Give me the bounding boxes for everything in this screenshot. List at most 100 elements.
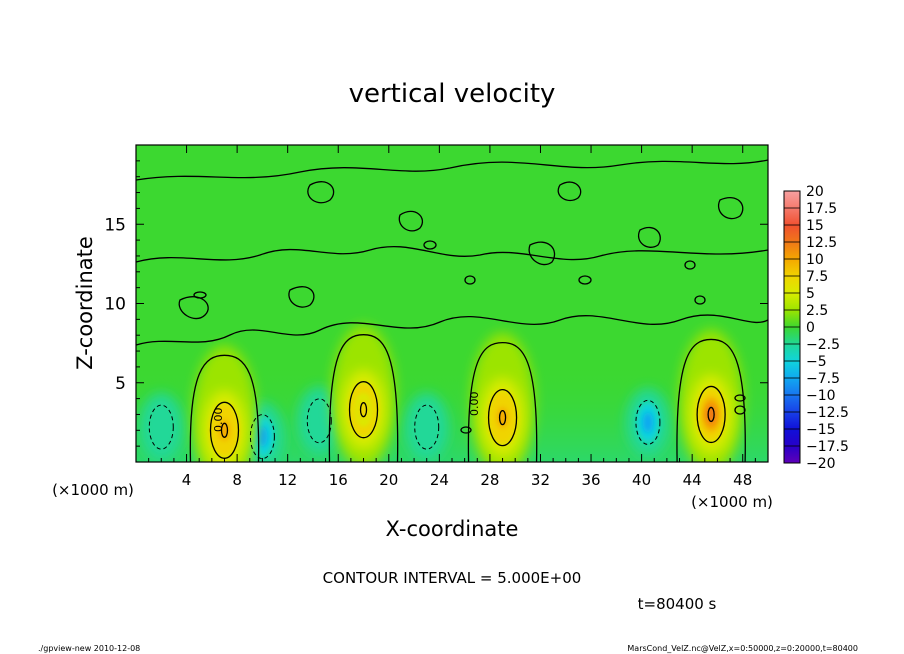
contour-label: 0.00 xyxy=(212,408,225,433)
contour-interval-label: CONTOUR INTERVAL = 5.000E+00 xyxy=(323,569,582,587)
colorbar-segment xyxy=(784,412,800,430)
x-tick-label: 16 xyxy=(329,471,348,489)
downdraft-region xyxy=(625,388,670,457)
y-tick-label: 15 xyxy=(104,215,126,235)
colorbar-segment xyxy=(784,242,800,260)
colorbar-label: −5 xyxy=(806,354,827,370)
updraft-contour-5 xyxy=(696,385,726,444)
time-label: t=80400 s xyxy=(638,595,717,613)
updraft-contour-10 xyxy=(498,409,507,426)
colorbar-label: −7.5 xyxy=(806,371,840,387)
colorbar-segment xyxy=(784,225,800,243)
x-tick-label: 24 xyxy=(430,471,449,489)
colorbar-segment xyxy=(784,259,800,277)
x-tick-label: 36 xyxy=(581,471,600,489)
colorbar-label: −12.5 xyxy=(806,405,849,421)
colorbar-segment xyxy=(784,361,800,379)
contour-small-loop xyxy=(193,291,207,299)
colorbar-label: 17.5 xyxy=(806,201,837,217)
plot-area xyxy=(136,145,768,462)
x-tick-label: 44 xyxy=(683,471,702,489)
x-tick-label: 4 xyxy=(182,471,192,489)
updraft-contour-5 xyxy=(348,381,379,439)
footer-left: ./gpview-new 2010-12-08 xyxy=(38,644,140,653)
downdraft-contour-neg5 xyxy=(306,398,332,444)
contour-line-low xyxy=(136,314,768,346)
updraft-plume xyxy=(470,332,535,462)
updraft-zero-contour xyxy=(189,354,260,462)
downdraft-contour-neg5 xyxy=(148,404,174,450)
colorbar-segment xyxy=(784,276,800,294)
x-tick-label: 12 xyxy=(278,471,297,489)
x-axis: 4 8 12 16 20 24 28 32 36 40 44 48 xyxy=(148,145,756,489)
contour-small-loop xyxy=(684,260,696,270)
contour-blob xyxy=(557,181,582,202)
contour-small-loop xyxy=(694,295,706,305)
y-axis: 5 10 15 xyxy=(104,160,768,447)
colorbar-label: −10 xyxy=(806,388,836,404)
updraft-contour-10 xyxy=(220,422,229,438)
downdraft-contour-neg5 xyxy=(635,399,661,445)
colorbar-label: −17.5 xyxy=(806,439,849,455)
contour-blob xyxy=(307,181,335,204)
updraft-zero-contour xyxy=(676,338,746,462)
colorbar-label: −15 xyxy=(806,422,836,438)
colorbar-label: 12.5 xyxy=(806,235,837,251)
x-tick-label: 20 xyxy=(379,471,398,489)
colorbar-segment xyxy=(784,429,800,447)
contour-lines xyxy=(136,159,768,434)
updraft-contour-10 xyxy=(707,406,715,423)
colorbar-label: 7.5 xyxy=(806,269,828,285)
updraft-plume xyxy=(331,325,396,462)
contour-line-mid xyxy=(136,245,768,263)
contour-small-loop xyxy=(578,275,592,285)
x-tick-label: 32 xyxy=(531,471,550,489)
updraft-zero-contour xyxy=(467,341,538,462)
contour-small-loop xyxy=(464,275,476,285)
colorbar-segment xyxy=(784,446,800,464)
chart-title: vertical velocity xyxy=(349,79,556,109)
colorbar: 2017.51512.5107.552.50−2.5−5−7.5−10−12.5… xyxy=(783,184,849,472)
colorbar-label: −2.5 xyxy=(806,337,840,353)
colorbar-label: 0 xyxy=(806,320,815,336)
contour-blob xyxy=(528,241,556,266)
downdraft-contour-neg5 xyxy=(249,414,275,460)
colorbar-segment xyxy=(784,293,800,311)
updraft-zero-contour xyxy=(328,334,399,462)
colorbar-segment xyxy=(784,344,800,362)
y-tick-label: 5 xyxy=(115,374,126,394)
colorbar-label: 5 xyxy=(806,286,815,302)
contour-blob xyxy=(398,210,424,232)
updraft-contour-10 xyxy=(359,402,368,418)
contour-blob xyxy=(717,197,744,220)
contour-line-upper xyxy=(136,159,768,181)
updraft-plume xyxy=(192,345,257,462)
contour-blob xyxy=(637,226,661,248)
downdraft-contours xyxy=(148,398,661,460)
x-tick-label: 28 xyxy=(480,471,499,489)
contour-small-loop xyxy=(460,426,472,434)
footer-right: MarsCond_VelZ.nc@VelZ,x=0:50000,z=0:2000… xyxy=(627,644,858,653)
colorbar-segment xyxy=(784,310,800,328)
downdraft-region xyxy=(404,393,449,462)
x-axis-label: X-coordinate xyxy=(386,517,519,541)
colorbar-label: 15 xyxy=(806,218,824,234)
colorbar-segment xyxy=(784,395,800,413)
colorbar-segment xyxy=(784,378,800,396)
contour-blob xyxy=(288,286,315,308)
updraft-contours xyxy=(189,334,746,462)
x-axis-unit: (×1000 m) xyxy=(691,493,773,511)
colorbar-label: 20 xyxy=(806,184,824,200)
contour-small-loop xyxy=(734,394,746,402)
downdraft-contour-neg5 xyxy=(414,404,440,450)
contour-label: 0.00 xyxy=(468,392,481,417)
updraft-layer xyxy=(192,325,744,462)
x-tick-label: 48 xyxy=(733,471,752,489)
colorbar-segment xyxy=(784,191,800,209)
contour-small-loop xyxy=(423,240,437,250)
updraft-plume xyxy=(679,329,744,462)
colorbar-label: 10 xyxy=(806,252,824,268)
updraft-contour-5 xyxy=(487,388,518,447)
y-tick-label: 10 xyxy=(104,295,126,315)
